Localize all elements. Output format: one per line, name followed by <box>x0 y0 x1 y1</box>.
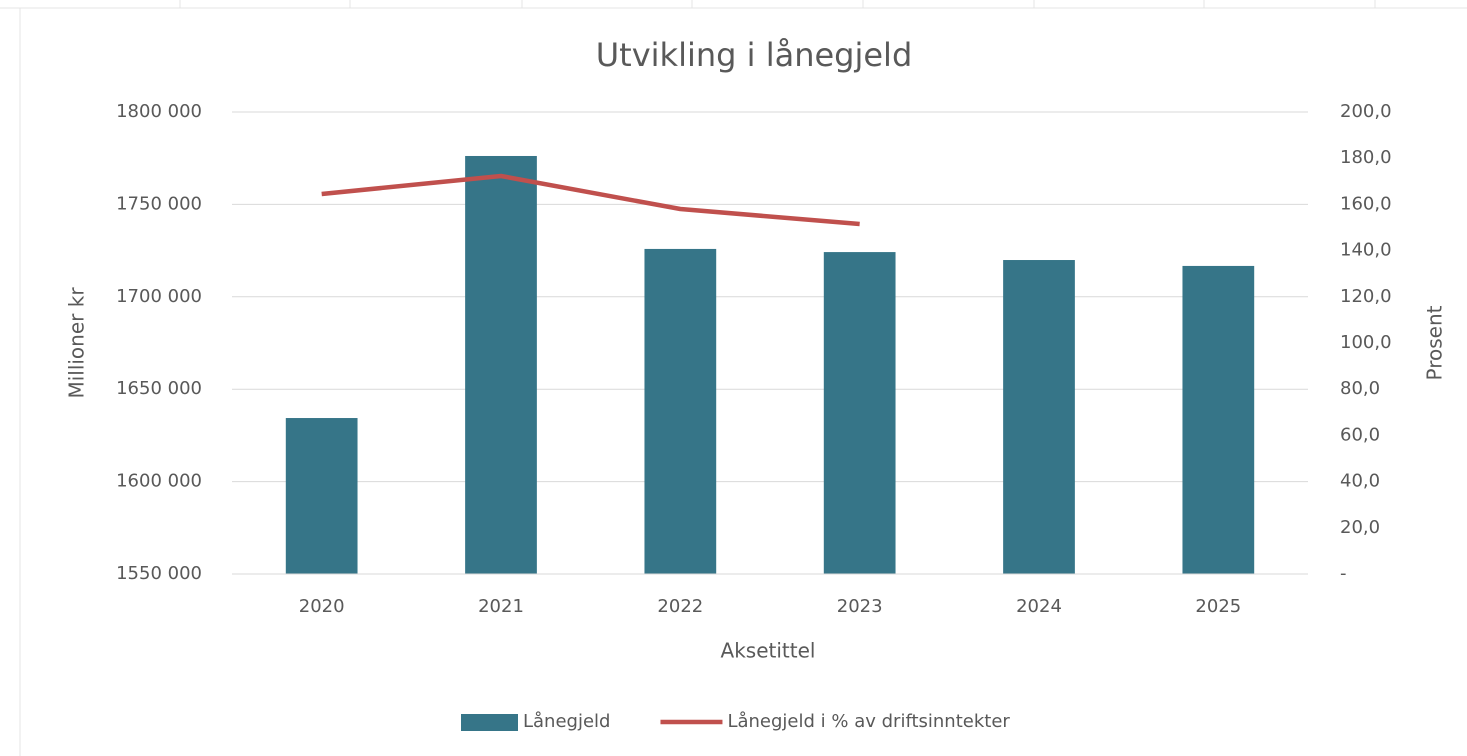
y2-tick-label: 180,0 <box>1340 147 1392 168</box>
bar <box>465 155 537 574</box>
y2-tick-label: 160,0 <box>1340 193 1392 214</box>
x-tick-label: 2025 <box>1195 596 1241 617</box>
bar <box>1003 260 1075 574</box>
y-tick-label: 1800 000 <box>116 101 202 122</box>
x-tick-label: 2020 <box>299 596 345 617</box>
y-tick-label: 1550 000 <box>116 563 202 584</box>
y2-tick-label: 80,0 <box>1340 378 1380 399</box>
line <box>321 173 860 227</box>
y2-tick-label: 120,0 <box>1340 286 1392 307</box>
y2-tick-label: 20,0 <box>1340 517 1380 538</box>
bar <box>1182 265 1255 574</box>
y-tick-label: 1600 000 <box>116 471 202 492</box>
x-axis-title: Aksetittel <box>721 639 816 663</box>
y-tick-label: 1750 000 <box>116 193 202 214</box>
y2-tick-label: 60,0 <box>1340 424 1380 445</box>
x-tick-label: 2021 <box>478 596 524 617</box>
y2-tick-label: 40,0 <box>1340 471 1380 492</box>
legend-swatch <box>461 714 518 731</box>
y-tick-label: 1650 000 <box>116 378 202 399</box>
y2-tick-label: 100,0 <box>1340 332 1392 353</box>
y2-tick-label: 140,0 <box>1340 240 1392 261</box>
bar <box>644 248 717 574</box>
y-axis-title: Millioner kr <box>65 287 89 399</box>
y2-axis-title: Prosent <box>1423 305 1447 380</box>
bar <box>285 418 358 574</box>
x-tick-label: 2022 <box>657 596 703 617</box>
bar <box>823 252 896 574</box>
y2-tick-label: - <box>1340 563 1347 584</box>
x-tick-label: 2023 <box>837 596 883 617</box>
legend-label: Lånegjeld <box>523 711 610 732</box>
y-tick-label: 1700 000 <box>116 286 202 307</box>
x-tick-label: 2024 <box>1016 596 1062 617</box>
chart-title: Utvikling i lånegjeld <box>596 36 913 74</box>
legend-label: Lånegjeld i % av driftsinntekter <box>727 711 1010 732</box>
y2-tick-label: 200,0 <box>1340 101 1392 122</box>
